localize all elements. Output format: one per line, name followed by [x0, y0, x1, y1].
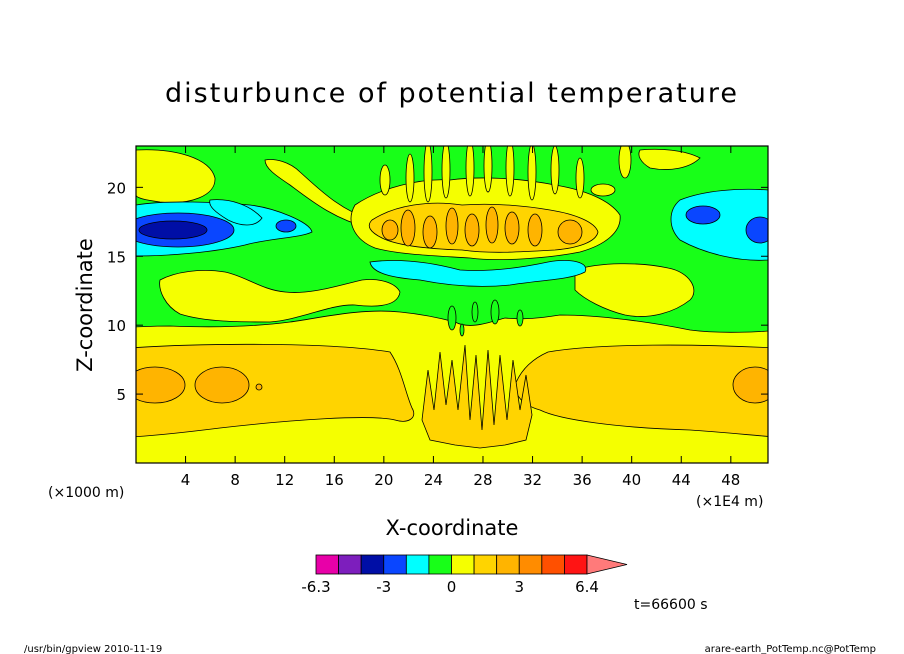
field-central-spikes: [421, 344, 533, 449]
colorbar-swatch: [338, 554, 362, 575]
field-convective-cells: [381, 206, 583, 249]
y-tick-label: 20: [107, 179, 126, 197]
y-axis-label: Z-coordinate: [73, 238, 97, 372]
x-tick-label: 20: [374, 471, 393, 489]
field-core-left-1: [136, 366, 186, 404]
x-tick-label: 36: [573, 471, 592, 489]
y-axis-ticks: 5 10 15 20: [107, 179, 768, 404]
field-core-left-2: [194, 366, 250, 404]
field-core-right-1: [732, 366, 768, 404]
x-tick-label: 12: [275, 471, 294, 489]
field-upper-filaments: [379, 146, 632, 203]
y-tick-label: 10: [107, 317, 126, 335]
x-tick-label: 32: [523, 471, 542, 489]
colorbar-swatch: [451, 554, 475, 575]
x-axis-ticks: 4 8 12 16 20 24 28 32 36 40 44 48: [181, 146, 740, 489]
colorbar-swatch: [315, 554, 339, 575]
field-yellow-island-1: [136, 149, 216, 203]
colorbar-extend-arrow: [586, 554, 628, 575]
time-label: t=66600 s: [634, 597, 708, 613]
y-tick-label: 5: [116, 386, 126, 404]
x-tick-label: 44: [672, 471, 691, 489]
colorbar: -6.3 -3 0 3 6.4: [301, 554, 628, 596]
colorbar-swatch: [564, 554, 588, 575]
colorbar-swatch: [405, 554, 430, 575]
field-darkblue-left: [138, 220, 208, 240]
x-tick-label: 40: [622, 471, 641, 489]
colorbar-label: 3: [514, 578, 524, 596]
colorbar-swatch: [383, 554, 407, 575]
colorbar-swatch: [473, 554, 498, 575]
field-orange-band-right: [514, 344, 768, 437]
x-tick-label: 48: [721, 471, 740, 489]
colorbar-label: 6.4: [575, 578, 599, 596]
field-core-left-3: [255, 383, 263, 391]
y-tick-label: 15: [107, 248, 126, 266]
field-blue-mid: [275, 219, 297, 233]
x-tick-label: 8: [230, 471, 240, 489]
colorbar-swatch: [428, 554, 452, 575]
field-yellow-island-2: [159, 270, 401, 323]
field-blue-right-2: [745, 216, 768, 244]
x-axis-label: X-coordinate: [386, 516, 519, 540]
field-yellow-arc-right: [638, 148, 701, 170]
footer-left: /usr/bin/gpview 2010-11-19: [24, 644, 162, 654]
x-unit-left: (×1000 m): [48, 485, 124, 501]
x-tick-label: 16: [325, 471, 344, 489]
field-cyan-mid: [209, 199, 263, 226]
field-green-specks: [447, 299, 524, 337]
plot-frame: [135, 145, 769, 464]
colorbar-swatch: [518, 554, 543, 575]
colorbar-label: -3: [376, 578, 391, 596]
x-tick-label: 24: [424, 471, 443, 489]
footer-right: arare-earth_PotTemp.nc@PotTemp: [705, 644, 876, 654]
colorbar-label: 0: [447, 578, 457, 596]
plot-area: [136, 146, 768, 463]
colorbar-label: -6.3: [301, 578, 330, 596]
field-blue-right-1: [685, 205, 721, 225]
colorbar-swatch: [496, 554, 520, 575]
field-yellow-island-right: [574, 263, 695, 317]
colorbar-swatch: [360, 554, 385, 575]
x-tick-label: 4: [181, 471, 191, 489]
x-tick-label: 28: [473, 471, 492, 489]
field-cyan-belt: [369, 260, 587, 287]
chart-title: disturbunce of potential temperature: [165, 78, 739, 109]
x-unit-right: (×1E4 m): [696, 494, 763, 510]
field-orange-band: [136, 343, 415, 438]
colorbar-swatch: [541, 554, 565, 575]
